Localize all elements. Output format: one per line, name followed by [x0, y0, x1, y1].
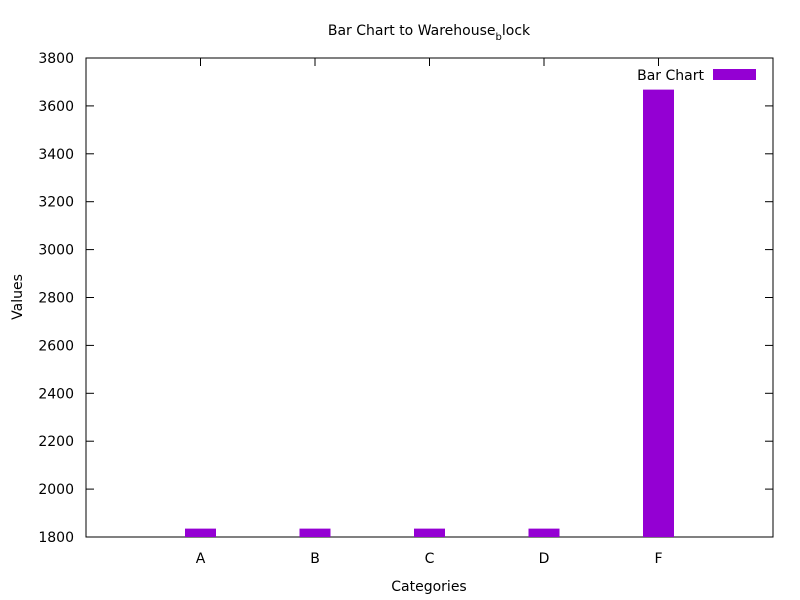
y-tick-label: 2200 — [38, 434, 74, 450]
chart-title: Bar Chart to Warehouseblock — [328, 23, 531, 43]
y-tick-label: 3400 — [38, 147, 74, 163]
y-tick-label: 1800 — [38, 530, 74, 546]
bar-series — [185, 89, 674, 537]
y-tick-label: 3000 — [38, 243, 74, 259]
y-axis-ticks: 1800 2000 2200 2400 2600 2800 3000 3200 3400 3600… — [38, 51, 773, 546]
y-tick-label: 2400 — [38, 386, 74, 402]
legend-swatch — [713, 69, 756, 80]
y-axis-label: Values — [10, 274, 26, 320]
bar-b — [299, 528, 331, 537]
chart-title-tail: lock — [502, 23, 531, 39]
bar-f — [643, 89, 674, 537]
y-tick-label: 2600 — [38, 338, 74, 354]
y-tick-label: 3800 — [38, 51, 74, 67]
legend-label: Bar Chart — [637, 68, 704, 84]
x-axis-label: Categories — [391, 579, 466, 595]
x-tick-label: A — [196, 551, 206, 567]
y-tick-label: 3200 — [38, 195, 74, 211]
y-tick-label: 3600 — [38, 99, 74, 115]
x-tick-label: C — [425, 551, 435, 567]
chart-title-main: Bar Chart to Warehouse — [328, 23, 496, 39]
legend: Bar Chart — [637, 68, 756, 84]
bar-a — [185, 528, 216, 537]
y-tick-label: 2000 — [38, 482, 74, 498]
chart-title-subscript: b — [496, 32, 502, 43]
bar-c — [414, 528, 445, 537]
x-tick-label: F — [654, 551, 662, 567]
y-tick-label: 2800 — [38, 291, 74, 307]
x-tick-label: B — [310, 551, 320, 567]
bar-d — [528, 528, 560, 537]
x-tick-label: D — [539, 551, 550, 567]
